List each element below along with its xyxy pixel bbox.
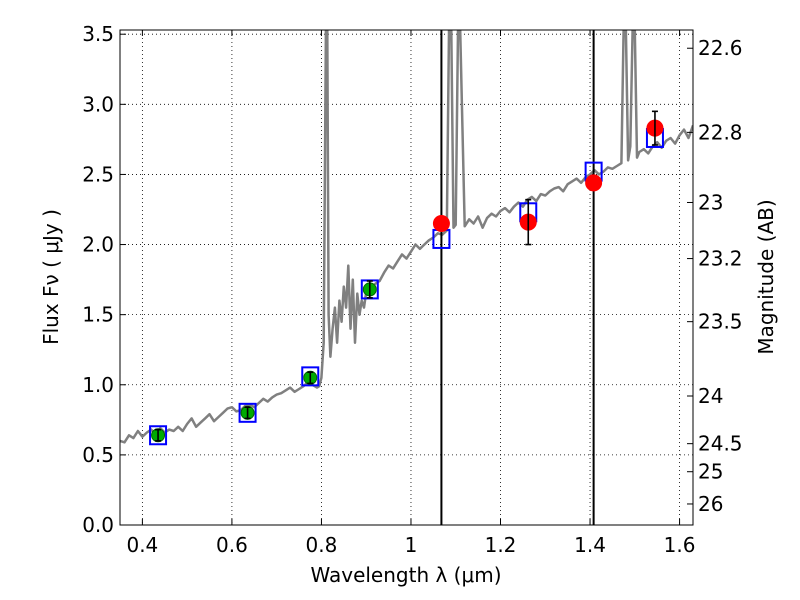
model-photometry-square — [301, 366, 320, 387]
y2-tick-label: 23 — [698, 190, 723, 214]
x-tick-label: 0.4 — [126, 533, 158, 557]
y2-tick-label: 24.5 — [698, 432, 743, 456]
y-tick-label: 2.5 — [82, 162, 114, 186]
y2-axis-label: Magnitude (AB) — [754, 199, 778, 354]
photometry-point — [585, 174, 603, 192]
x-tick-label: 1.6 — [664, 533, 696, 557]
y2-tick-label: 23.5 — [698, 310, 743, 334]
x-tick-label: 1 — [405, 533, 418, 557]
y-tick-label: 1.0 — [82, 373, 114, 397]
x-tick-label: 1.4 — [574, 533, 606, 557]
y2-tick-label: 24 — [698, 384, 723, 408]
y2-tick-label: 22.8 — [698, 120, 743, 144]
model-photometry-square — [238, 402, 257, 423]
plot-area — [120, 30, 693, 525]
axis-ticks: 0.4 0.6 0.8 1 1.2 1.4 1.6 0.0 0.5 1.0 1.5 2.0 2.5 3.0… — [82, 22, 742, 557]
y-tick-label: 1.5 — [82, 303, 114, 327]
grid — [120, 30, 693, 526]
y-tick-label: 0.5 — [82, 443, 114, 467]
y-axis-label: Flux Fν ( μJy ) — [39, 209, 63, 345]
x-tick-label: 0.6 — [216, 533, 248, 557]
model-photometry-square — [149, 425, 168, 446]
y-tick-label: 3.5 — [82, 22, 114, 46]
y2-tick-label: 26 — [698, 492, 723, 516]
y2-tick-label: 22.6 — [698, 36, 743, 60]
y2-tick-label: 25 — [698, 460, 723, 484]
x-tick-label: 0.8 — [306, 533, 338, 557]
y-tick-label: 3.0 — [82, 92, 114, 116]
y-tick-label: 0.0 — [82, 513, 114, 537]
x-tick-label: 1.2 — [485, 533, 517, 557]
photometry-point — [432, 215, 450, 233]
y2-tick-label: 23.2 — [698, 247, 743, 271]
plot-frame — [119, 29, 694, 526]
x-axis-label: Wavelength λ (μm) — [310, 563, 501, 587]
y-tick-label: 2.0 — [82, 233, 114, 257]
